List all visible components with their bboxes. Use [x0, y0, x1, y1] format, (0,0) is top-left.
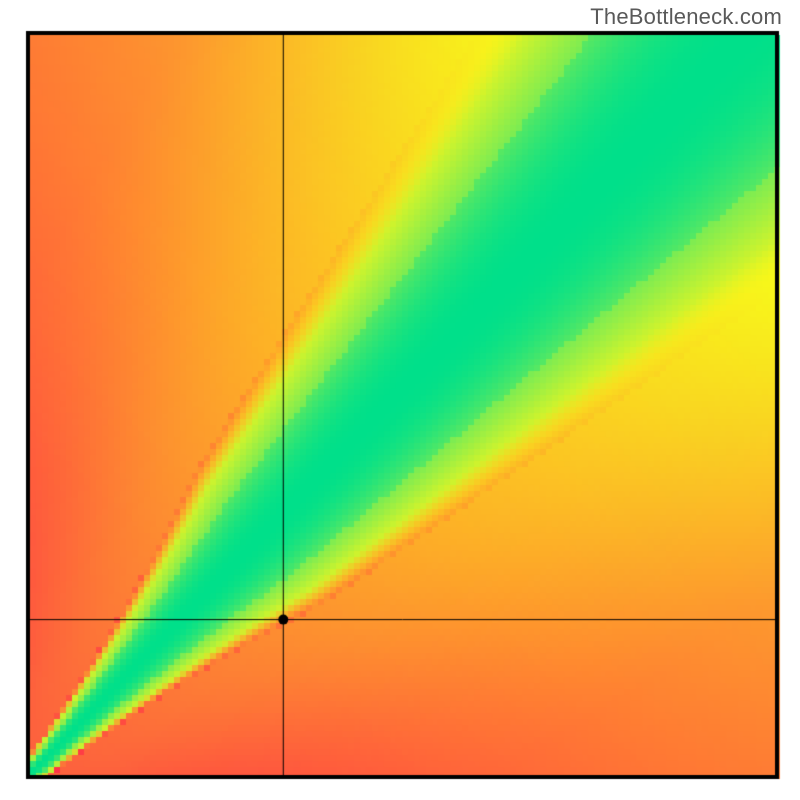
- chart-container: TheBottleneck.com: [0, 0, 800, 800]
- bottleneck-heatmap: [0, 0, 800, 800]
- watermark-text: TheBottleneck.com: [590, 4, 782, 30]
